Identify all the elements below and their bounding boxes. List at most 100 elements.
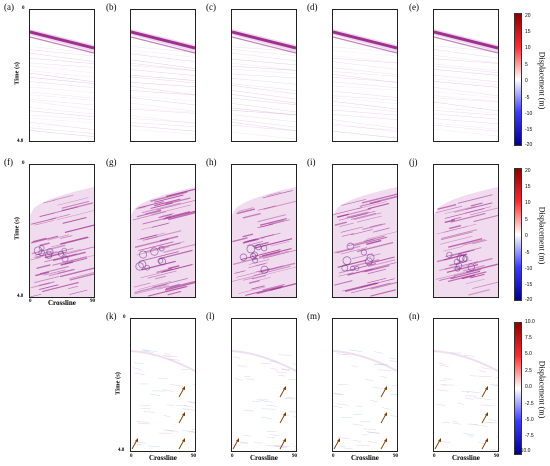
annotation-arrow — [131, 438, 138, 450]
x-axis-title-l: Crossline — [250, 454, 278, 462]
x-tick-right-n: 90 — [494, 454, 499, 459]
y-tick-bottom-row1: 4.8 — [17, 139, 24, 144]
seismic-panel-h — [231, 164, 297, 298]
colorbar-3 — [514, 322, 522, 455]
annotation-arrow — [178, 438, 185, 450]
colorbar-1-title: Displacement (m) — [537, 51, 547, 110]
colorbar-1 — [514, 13, 522, 146]
y-axis-title-row2: Time (s) — [13, 217, 21, 240]
x-axis-title-k: Crossline — [149, 454, 177, 462]
cbar3-tick-1: 7.5 — [525, 335, 532, 341]
cbar1-tick-1: 15 — [525, 29, 531, 35]
panel-label-l: (l) — [206, 311, 215, 321]
colorbar-2 — [514, 168, 522, 301]
panel-label-n: (n) — [409, 311, 420, 321]
seismic-panel-n — [433, 318, 499, 452]
cbar2-tick-2: 10 — [525, 200, 531, 206]
x-axis-title-n: Crossline — [452, 454, 480, 462]
annotation-arrow — [434, 438, 441, 450]
cbar1-tick-0: 20 — [525, 13, 531, 19]
panel-label-m: (m) — [307, 311, 320, 321]
x-tick-right-l: 90 — [292, 454, 297, 459]
y-tick-top-row1: 0 — [22, 6, 25, 11]
cbar2-tick-1: 15 — [525, 184, 531, 190]
cbar1-tick-8: -20 — [525, 142, 533, 148]
cbar1-tick-2: 10 — [525, 45, 531, 51]
y-tick-bottom-row3: 4.8 — [118, 448, 125, 453]
cbar1-tick-4: 0 — [525, 78, 528, 84]
x-tick-right-row2: 90 — [90, 299, 95, 304]
x-tick-right-k: 90 — [191, 454, 196, 459]
cbar3-tick-2: 5.0 — [525, 351, 532, 357]
panel-label-i: (i) — [307, 157, 316, 167]
cbar3-tick-7: -7.5 — [525, 433, 534, 439]
annotation-arrow — [481, 386, 488, 398]
x-tick-left-l: 0 — [231, 454, 234, 459]
annotation-arrow — [178, 386, 185, 398]
annotation-arrow — [380, 386, 387, 398]
x-tick-left-k: 0 — [130, 454, 133, 459]
seismic-image — [333, 187, 397, 297]
seismic-panel-m — [332, 318, 398, 452]
annotation-arrow — [279, 412, 286, 424]
cbar3-tick-6: -5.0 — [525, 417, 534, 423]
cbar3-tick-0: 10.0 — [525, 319, 535, 325]
annotation-arrow — [178, 412, 185, 424]
cbar2-tick-6: -10 — [525, 266, 533, 272]
seismic-image — [333, 29, 397, 139]
seismic-panel-l — [231, 318, 297, 452]
x-axis-title-m: Crossline — [351, 454, 379, 462]
annotation-arrow — [481, 438, 488, 450]
colorbar-3-title: Displacement (m) — [537, 360, 547, 419]
annotation-arrow — [380, 412, 387, 424]
cbar3-tick-4: 0.0 — [525, 384, 532, 390]
x-tick-right-m: 90 — [393, 454, 398, 459]
annotation-arrow — [279, 438, 286, 450]
seismic-panel-a — [29, 9, 95, 142]
seismic-image — [434, 350, 498, 451]
seismic-image — [232, 187, 296, 297]
panel-label-e: (e) — [409, 2, 419, 12]
seismic-image — [333, 349, 397, 450]
panel-label-g: (g) — [106, 157, 117, 167]
annotation-arrow — [380, 438, 387, 450]
y-axis-title-row1: Time (s) — [13, 62, 21, 85]
seismic-image — [30, 187, 94, 297]
cbar2-tick-4: 0 — [525, 233, 528, 239]
seismic-image — [131, 29, 195, 135]
seismic-panel-i — [332, 164, 398, 298]
x-axis-title-row2: Crossline — [48, 299, 76, 307]
annotation-arrow — [279, 386, 286, 398]
seismic-image — [232, 350, 296, 450]
y-axis-title-row3: Time (s) — [114, 372, 122, 395]
panel-label-k: (k) — [106, 311, 117, 321]
y-tick-top-row2: 0 — [22, 161, 25, 166]
seismic-image — [131, 349, 195, 450]
seismic-panel-g — [130, 164, 196, 298]
annotation-arrow — [333, 438, 340, 450]
panel-label-j: (j) — [409, 157, 418, 167]
panel-label-h: (h) — [206, 157, 217, 167]
seismic-image — [434, 187, 498, 297]
x-tick-left-m: 0 — [332, 454, 335, 459]
seismic-panel-b — [130, 9, 196, 142]
colorbar-2-title: Displacement (m) — [537, 206, 547, 265]
cbar3-tick-3: 2.5 — [525, 368, 532, 374]
panel-label-f: (f) — [4, 157, 13, 167]
seismic-image — [131, 187, 195, 297]
panel-label-b: (b) — [106, 2, 117, 12]
cbar2-tick-7: -15 — [525, 282, 533, 288]
cbar1-tick-7: -15 — [525, 127, 533, 133]
panel-label-c: (c) — [206, 2, 216, 12]
y-tick-top-row3: 0 — [123, 315, 126, 320]
cbar2-tick-5: -5 — [525, 250, 530, 256]
cbar3-tick-5: -2.5 — [525, 401, 534, 407]
seismic-panel-f — [29, 164, 95, 298]
annotation-arrow — [232, 438, 239, 450]
seismic-image — [232, 29, 296, 140]
panel-label-a: (a) — [4, 2, 14, 12]
cbar1-tick-3: 5 — [525, 62, 528, 68]
seismic-panel-e — [433, 9, 499, 142]
seismic-image — [434, 29, 498, 137]
x-tick-left-row2: 0 — [29, 299, 32, 304]
